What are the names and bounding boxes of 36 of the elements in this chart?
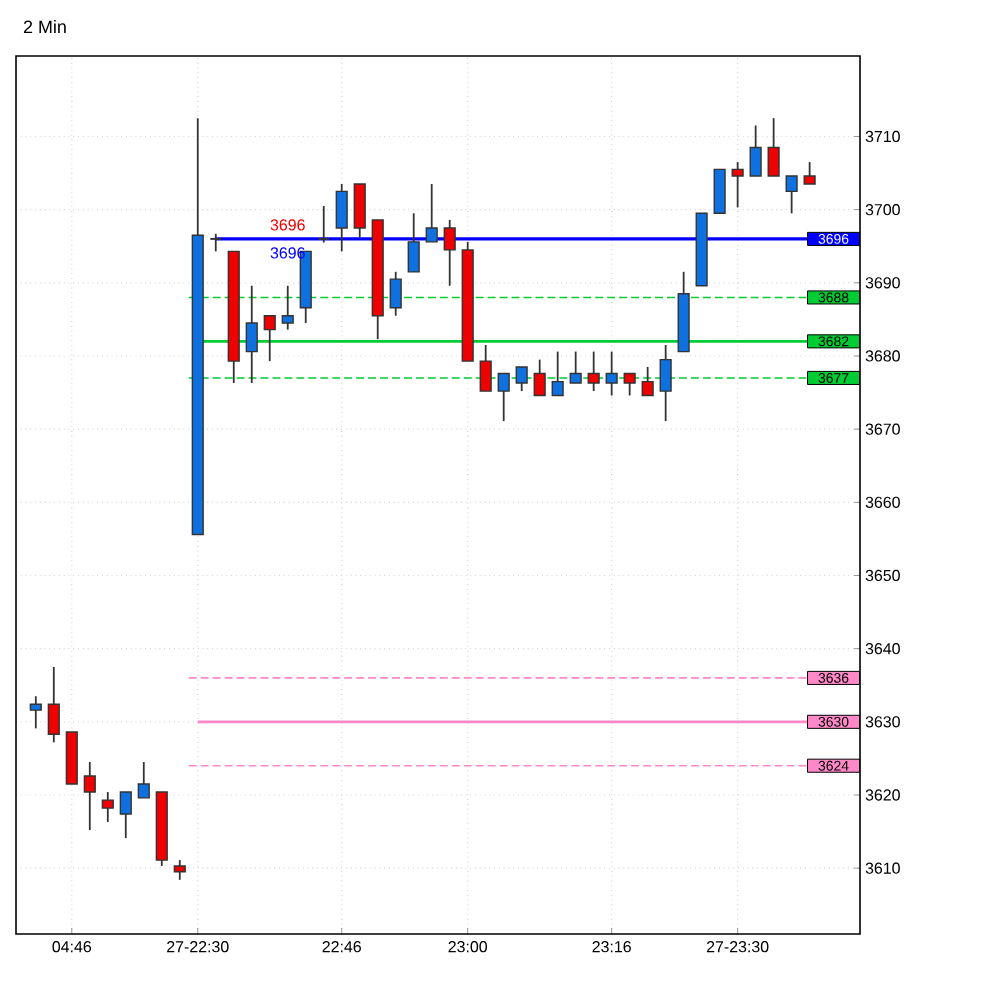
candlestick xyxy=(353,183,366,239)
candlestick xyxy=(641,366,654,397)
candlestick xyxy=(605,350,618,397)
candlestick xyxy=(263,314,276,362)
candlestick xyxy=(587,350,600,392)
candlestick xyxy=(245,284,258,384)
candlestick xyxy=(317,205,331,244)
candlestick xyxy=(749,124,762,177)
candlestick xyxy=(119,791,132,840)
candlestick xyxy=(425,183,438,243)
chart-title: 2 Min xyxy=(23,20,66,34)
candlestick xyxy=(623,372,636,397)
candlestick xyxy=(101,791,114,823)
candlestick xyxy=(29,695,42,730)
candlestick xyxy=(209,232,223,253)
candlestick xyxy=(479,344,492,392)
candlestick xyxy=(785,175,798,215)
candlestick xyxy=(173,859,186,881)
candlestick xyxy=(515,366,528,392)
candlestick xyxy=(551,350,564,397)
candlestick xyxy=(407,212,420,273)
candlestick xyxy=(83,761,96,831)
candlestick xyxy=(47,666,60,744)
candlestick xyxy=(659,344,672,422)
candlestick xyxy=(803,161,816,185)
candlestick xyxy=(497,372,510,422)
candlestick xyxy=(335,183,348,253)
candlestick xyxy=(443,218,456,287)
candlestick xyxy=(569,350,582,384)
candlestick xyxy=(533,358,546,397)
candlestick xyxy=(137,761,150,799)
candlestick xyxy=(389,270,402,317)
candlestick xyxy=(731,161,744,209)
candlestick xyxy=(281,284,294,331)
candlestick xyxy=(767,117,780,177)
candlestick xyxy=(713,168,726,214)
